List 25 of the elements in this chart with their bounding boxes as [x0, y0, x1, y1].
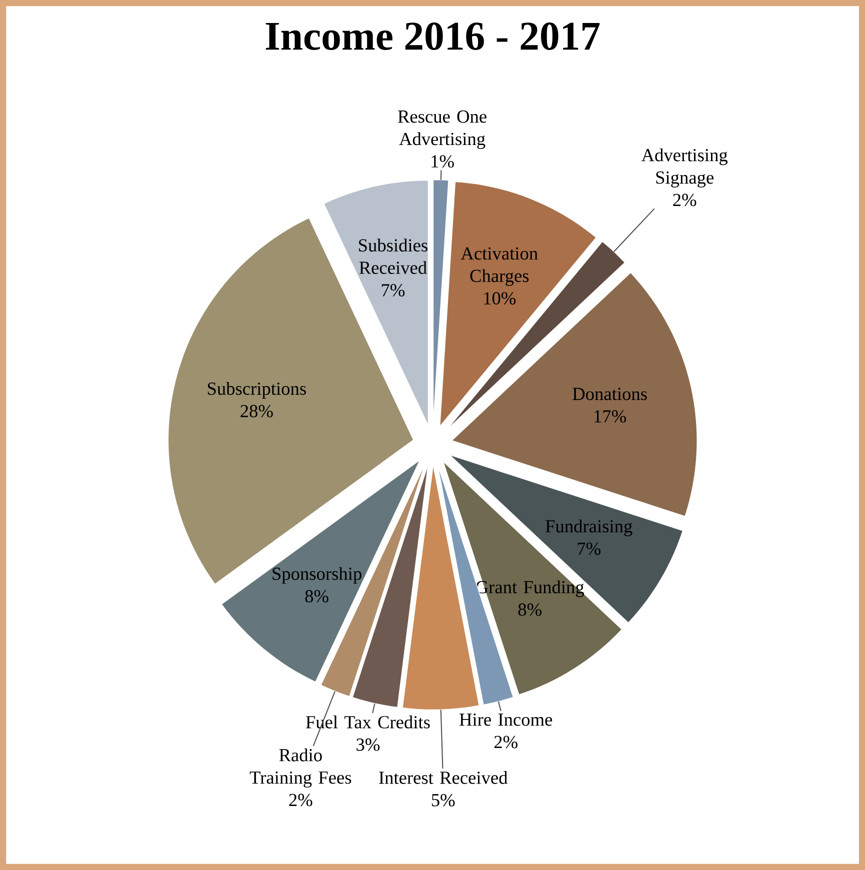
data-label: 7% — [578, 542, 600, 555]
slice-label: Radio Training Fees — [250, 748, 352, 788]
data-label: 8% — [305, 590, 328, 602]
data-label: 8% — [518, 603, 542, 616]
slice-label: Subscriptions — [208, 382, 306, 399]
data-label: 3% — [356, 738, 380, 751]
data-label: 2% — [673, 194, 696, 206]
slice-label: Hire Income — [460, 713, 552, 726]
slice-label: Rescue One Advertising — [398, 110, 486, 149]
data-label: 17% — [594, 410, 626, 423]
data-label: 2% — [289, 794, 312, 806]
data-label: 28% — [240, 404, 273, 418]
data-label: 2% — [494, 736, 518, 748]
slice-label: Interest Received — [379, 771, 508, 784]
data-label: 7% — [382, 284, 405, 296]
slice-label: Advertising Signage — [641, 148, 728, 188]
slice-label: Activation Charges — [460, 247, 538, 286]
data-label: 10% — [484, 292, 516, 305]
slice-label: Subsidies Received — [358, 238, 428, 274]
data-label: 1% — [432, 155, 454, 168]
chart-title: Income 2016 - 2017 — [266, 22, 600, 50]
slice-label: Sponsorship — [272, 567, 362, 584]
data-label: 5% — [432, 794, 455, 806]
slice-label: Fundraising — [546, 520, 632, 536]
slice-label: Donations — [572, 388, 647, 400]
